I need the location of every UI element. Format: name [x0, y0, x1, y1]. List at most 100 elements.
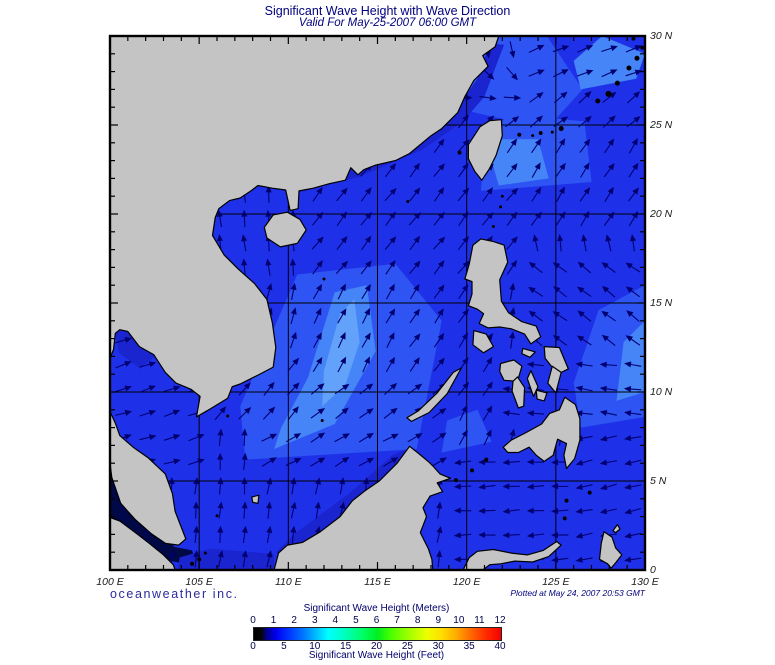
wave-arrow — [432, 407, 447, 419]
wave-arrow — [625, 335, 641, 346]
wave-arrow — [624, 483, 642, 490]
wave-arrow — [552, 262, 568, 273]
landmass — [547, 365, 562, 394]
wave-arrow — [557, 234, 564, 252]
map-layers — [110, 36, 645, 570]
wave-arrow — [509, 282, 516, 300]
legend-meters-tick: 12 — [494, 615, 506, 626]
island-dot — [320, 418, 324, 422]
wave-arrow — [217, 452, 224, 471]
plot-frame — [108, 34, 647, 572]
wave-arrow — [163, 385, 181, 392]
y-tick-label: 25 N — [650, 119, 673, 131]
wave-arrow — [576, 335, 592, 346]
legend-meters-tick: 6 — [373, 615, 380, 626]
wave-arrow — [336, 236, 348, 251]
wave-arrow — [385, 356, 395, 373]
wave-arrow — [579, 187, 591, 202]
island-dot — [484, 457, 489, 462]
wave-arrow — [528, 286, 544, 297]
wave-arrow — [310, 383, 325, 395]
wave-arrow — [310, 407, 326, 419]
wave-arrow — [361, 235, 372, 251]
island-dot — [457, 150, 462, 155]
wave-arrow — [385, 259, 396, 275]
x-tick-label: 130 E — [631, 576, 659, 588]
wave-arrow — [312, 211, 324, 226]
wave-arrow — [115, 385, 132, 393]
wave-arrow — [575, 385, 593, 392]
landmass — [273, 445, 452, 570]
wave-arrow — [528, 44, 545, 53]
landmass — [511, 376, 526, 409]
legend-meters-tick: 3 — [311, 615, 318, 626]
wave-arrow — [241, 428, 248, 446]
wave-height-patch — [616, 320, 645, 401]
wave-arrow — [551, 556, 569, 563]
wave-arrow — [266, 282, 273, 300]
wave-arrow — [601, 262, 616, 273]
island-dot — [406, 200, 410, 204]
wave-arrow — [436, 525, 443, 543]
wave-arrow — [216, 209, 223, 228]
wave-arrow — [337, 308, 347, 324]
wave-arrow — [556, 186, 565, 203]
wave-arrow — [163, 409, 181, 418]
wave-arrow — [241, 234, 248, 252]
island-dot — [595, 98, 601, 104]
legend-title-feet: Significant Wave Height (Feet) — [308, 650, 445, 661]
valid-time-subtitle: Valid For May-25-2007 06:00 GMT — [298, 17, 477, 29]
wave-arrow — [509, 41, 516, 59]
wave-arrow — [528, 261, 543, 274]
wave-arrow — [478, 507, 496, 514]
island-dot — [197, 557, 202, 562]
page-title: Significant Wave Height with Wave Direct… — [264, 4, 511, 18]
wave-arrow — [385, 211, 396, 226]
wave-arrow — [453, 532, 472, 539]
wave-arrow — [193, 525, 200, 544]
island-dot — [640, 45, 645, 50]
wave-arrow — [552, 45, 570, 53]
island-dot — [226, 414, 230, 418]
wave-arrow — [575, 410, 593, 417]
wave-arrow — [575, 507, 593, 515]
wave-arrow — [528, 69, 545, 77]
wave-arrow — [285, 433, 302, 443]
wave-arrow — [505, 116, 520, 128]
wave-arrow — [551, 483, 569, 490]
wave-arrow — [506, 66, 518, 81]
wave-arrow — [312, 356, 323, 372]
legend-meters-tick: 2 — [291, 615, 297, 626]
island-dot — [550, 130, 554, 134]
wave-height-patch — [275, 447, 414, 556]
wave-arrow — [409, 260, 421, 275]
wave-arrow — [457, 381, 470, 396]
wave-arrow — [290, 282, 297, 301]
wave-arrow — [601, 334, 616, 347]
legend-feet-tick: 35 — [463, 641, 475, 652]
wave-arrow — [453, 483, 472, 490]
wave-arrow — [241, 477, 248, 495]
wave-arrow — [457, 187, 470, 202]
wave-arrow — [310, 432, 326, 443]
wave-arrow — [502, 459, 520, 466]
wave-arrow — [409, 333, 421, 348]
wave-arrow — [601, 45, 618, 53]
x-tick-label: 125 E — [542, 576, 570, 588]
island-dot — [631, 36, 636, 41]
wave-arrow — [238, 406, 252, 420]
wave-arrow — [526, 410, 545, 417]
wave-arrow — [457, 114, 469, 129]
y-tick-label: 5 N — [650, 475, 667, 487]
wave-arrow — [577, 310, 592, 322]
wave-arrow — [581, 234, 588, 252]
wave-arrow — [575, 532, 593, 539]
wave-arrow — [433, 236, 446, 250]
wave-arrow — [433, 357, 445, 372]
legend-feet-tick: 25 — [401, 641, 413, 652]
wave-arrow — [531, 162, 541, 178]
y-tick-label: 0 — [650, 564, 656, 576]
wave-arrow — [458, 332, 469, 348]
wave-arrow — [529, 92, 544, 103]
wave-arrow — [188, 458, 205, 466]
